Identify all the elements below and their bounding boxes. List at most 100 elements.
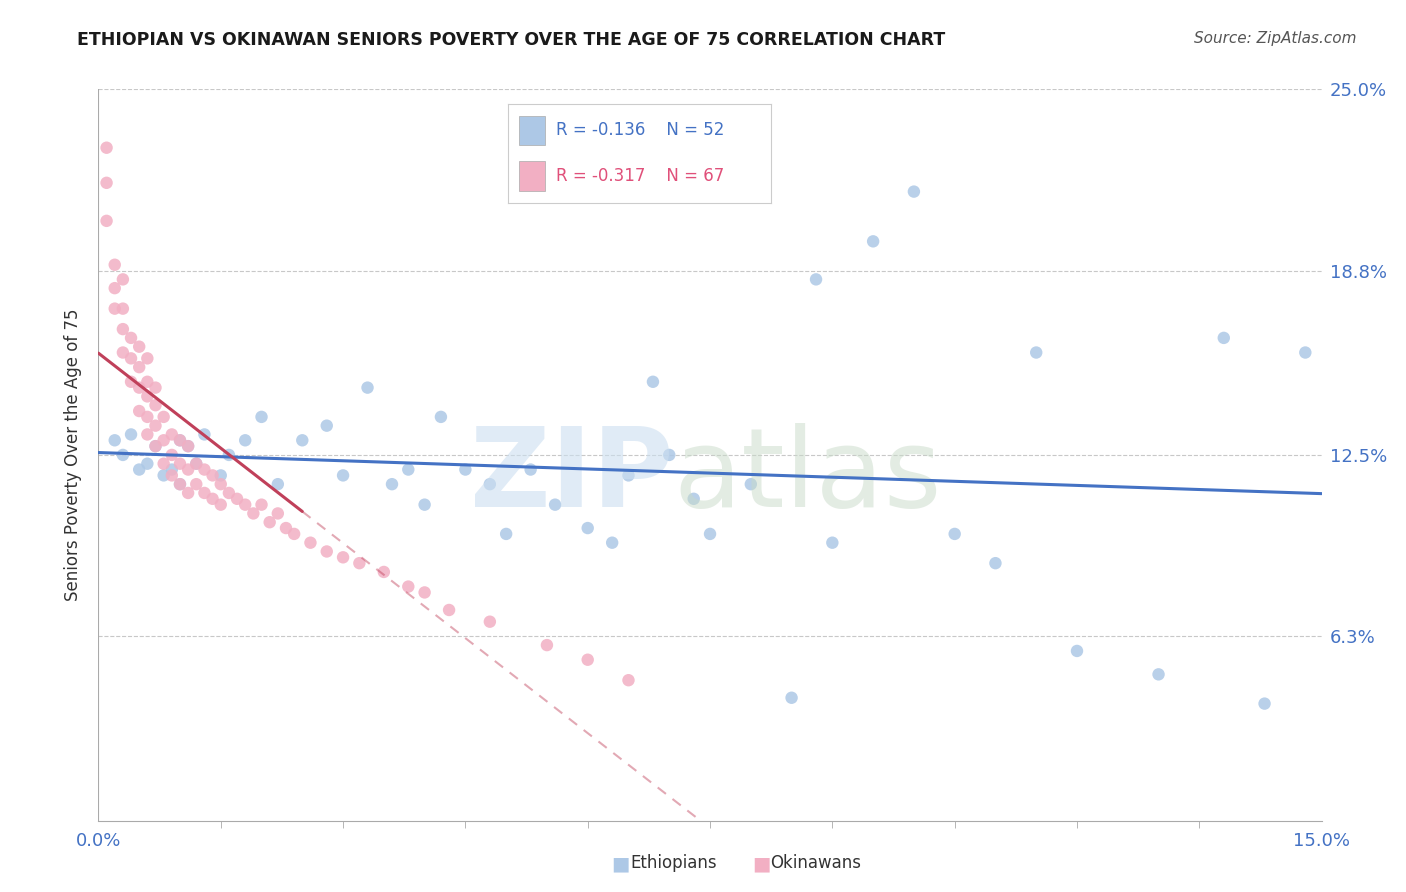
Point: [169, 477, 191, 491]
Point: [160, 448, 183, 462]
Point: [128, 340, 150, 354]
Point: [128, 381, 150, 395]
Text: ETHIOPIAN VS OKINAWAN SENIORS POVERTY OVER THE AGE OF 75 CORRELATION CHART: ETHIOPIAN VS OKINAWAN SENIORS POVERTY OV…: [77, 31, 946, 49]
Point: [104, 258, 127, 272]
Point: [356, 381, 378, 395]
Point: [136, 389, 159, 403]
Point: [299, 535, 322, 549]
Point: [136, 375, 159, 389]
Text: ■: ■: [752, 854, 770, 873]
Point: [160, 468, 183, 483]
Point: [740, 477, 762, 491]
Point: [201, 491, 224, 506]
Point: [495, 527, 517, 541]
Point: [430, 409, 453, 424]
Point: [186, 457, 208, 471]
Point: [193, 462, 215, 476]
Point: [145, 439, 167, 453]
Point: [413, 585, 436, 599]
Point: [332, 468, 354, 483]
Point: [267, 477, 290, 491]
Point: [104, 281, 127, 295]
Point: [152, 468, 174, 483]
Point: [478, 615, 501, 629]
Point: [617, 673, 640, 688]
Point: [111, 345, 134, 359]
Point: [136, 427, 159, 442]
Point: [177, 439, 200, 453]
Point: [519, 462, 541, 476]
Point: [396, 580, 419, 594]
Text: atlas: atlas: [673, 424, 942, 531]
Point: [186, 457, 208, 471]
Point: [128, 462, 150, 476]
Point: [943, 527, 966, 541]
Point: [96, 176, 118, 190]
Point: [1147, 667, 1170, 681]
Point: [136, 457, 159, 471]
Text: Ethiopians: Ethiopians: [630, 855, 717, 872]
Point: [1253, 697, 1275, 711]
Point: [576, 521, 599, 535]
Point: [233, 434, 256, 448]
Point: [169, 477, 191, 491]
Point: [145, 439, 167, 453]
Point: [862, 235, 884, 249]
Point: [169, 434, 191, 448]
Point: [201, 468, 224, 483]
Point: [128, 404, 150, 418]
Point: [104, 434, 127, 448]
Point: [381, 477, 404, 491]
Point: [160, 427, 183, 442]
Point: [1066, 644, 1088, 658]
Text: Source: ZipAtlas.com: Source: ZipAtlas.com: [1194, 31, 1357, 46]
Point: [186, 477, 208, 491]
Point: [1294, 345, 1316, 359]
Point: [160, 462, 183, 476]
Point: [315, 418, 337, 433]
Point: [120, 331, 142, 345]
Point: [600, 535, 623, 549]
Point: [111, 301, 134, 316]
Point: [128, 360, 150, 375]
Point: [145, 418, 167, 433]
Point: [454, 462, 477, 476]
Point: [218, 486, 240, 500]
Point: [193, 427, 215, 442]
Point: [169, 434, 191, 448]
Point: [111, 272, 134, 286]
Point: [96, 141, 118, 155]
Point: [209, 498, 232, 512]
Point: [177, 462, 200, 476]
Point: [291, 434, 314, 448]
Point: [641, 375, 664, 389]
Text: ZIP: ZIP: [470, 424, 673, 531]
Point: [274, 521, 297, 535]
Point: [373, 565, 395, 579]
Point: [145, 381, 167, 395]
Point: [218, 448, 240, 462]
Text: ■: ■: [612, 854, 630, 873]
Point: [250, 409, 273, 424]
Point: [120, 375, 142, 389]
Point: [152, 434, 174, 448]
Point: [478, 477, 501, 491]
Point: [250, 498, 273, 512]
Point: [136, 351, 159, 366]
Point: [536, 638, 558, 652]
Point: [267, 507, 290, 521]
Point: [1212, 331, 1234, 345]
Point: [332, 550, 354, 565]
Point: [396, 462, 419, 476]
Point: [145, 398, 167, 412]
Point: [120, 351, 142, 366]
Point: [437, 603, 460, 617]
Point: [111, 448, 134, 462]
Point: [120, 427, 142, 442]
Point: [315, 544, 337, 558]
Point: [152, 409, 174, 424]
Point: [104, 301, 127, 316]
Point: [209, 477, 232, 491]
Point: [658, 448, 681, 462]
Point: [413, 498, 436, 512]
